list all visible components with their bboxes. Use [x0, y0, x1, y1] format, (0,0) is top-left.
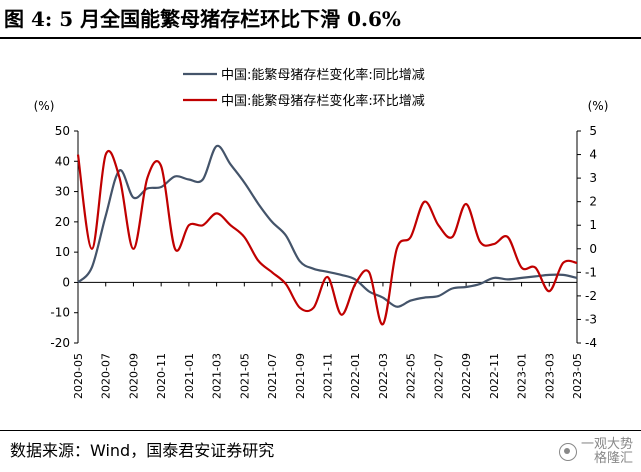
left-tick-label: 50 — [55, 124, 70, 138]
legend-label-mom: 中国:能繁母猪存栏变化率:环比增减 — [221, 93, 425, 109]
series-line-mom — [76, 149, 578, 326]
watermark: 一观大势 格隆汇 — [558, 438, 633, 466]
x-tick-label: 2023-01 — [516, 353, 529, 399]
watermark-line2: 格隆汇 — [593, 451, 633, 466]
right-tick-label: 3 — [589, 171, 597, 185]
left-tick-label: 10 — [55, 245, 70, 259]
x-tick-label: 2021-05 — [238, 353, 251, 399]
right-tick-label: 4 — [589, 148, 597, 162]
x-tick-label: 2022-01 — [349, 353, 362, 399]
left-tick-label: 20 — [55, 215, 70, 229]
right-tick-label: 2 — [589, 195, 597, 209]
title-divider — [0, 37, 641, 39]
legend-label-yoy: 中国:能繁母猪存栏变化率:同比增减 — [221, 67, 425, 83]
right-tick-label: -3 — [585, 312, 597, 326]
x-tick-label: 2022-03 — [377, 353, 390, 399]
x-tick-label: 2022-11 — [488, 353, 501, 399]
figure-title: 图 4: 5 月全国能繁母猪存栏环比下滑 0.6% — [4, 7, 401, 31]
right-axis-unit: (%) — [588, 99, 609, 113]
x-tick-label: 2020-05 — [72, 353, 85, 399]
x-tick-label: 2021-09 — [294, 353, 307, 399]
x-tick-label: 2020-09 — [127, 353, 140, 399]
right-tick-label: 1 — [589, 218, 597, 232]
x-tick-label: 2021-03 — [211, 353, 224, 399]
left-tick-label: -20 — [50, 336, 70, 350]
watermark-text: 一观大势 格隆汇 — [581, 438, 633, 466]
source-note: 数据来源：Wind，国泰君安证券研究 — [10, 441, 275, 460]
wechat-icon — [558, 443, 577, 461]
x-tick-label: 2020-11 — [155, 353, 168, 399]
left-tick-label: 40 — [55, 154, 70, 168]
x-tick-label: 2022-07 — [432, 353, 445, 399]
watermark-line1: 一观大势 — [580, 437, 633, 452]
right-tick-label: -2 — [585, 289, 597, 303]
x-tick-label: 2023-05 — [571, 353, 584, 399]
x-tick-label: 2022-09 — [460, 353, 473, 399]
x-tick-label: 2021-07 — [266, 353, 279, 399]
right-tick-label: 5 — [589, 124, 597, 138]
footer-divider — [0, 430, 641, 431]
left-tick-label: 30 — [55, 185, 70, 199]
left-tick-label: 0 — [62, 275, 70, 289]
right-tick-label: -4 — [585, 336, 597, 350]
x-tick-label: 2021-01 — [183, 353, 196, 399]
right-tick-label: 0 — [589, 242, 597, 256]
left-axis-unit: (%) — [34, 99, 55, 113]
line-chart: 中国:能繁母猪存栏变化率:同比增减 中国:能繁母猪存栏变化率:环比增减 (%) … — [34, 67, 609, 399]
x-tick-label: 2023-03 — [543, 353, 556, 399]
chart-legend: 中国:能繁母猪存栏变化率:同比增减 中国:能繁母猪存栏变化率:环比增减 — [183, 67, 425, 109]
x-tick-label: 2022-05 — [405, 353, 418, 399]
series-line-yoy — [77, 144, 578, 308]
x-tick-label: 2020-07 — [100, 353, 113, 399]
x-tick-label: 2021-11 — [322, 353, 335, 399]
left-tick-label: -10 — [50, 306, 70, 320]
right-tick-label: -1 — [585, 265, 597, 279]
